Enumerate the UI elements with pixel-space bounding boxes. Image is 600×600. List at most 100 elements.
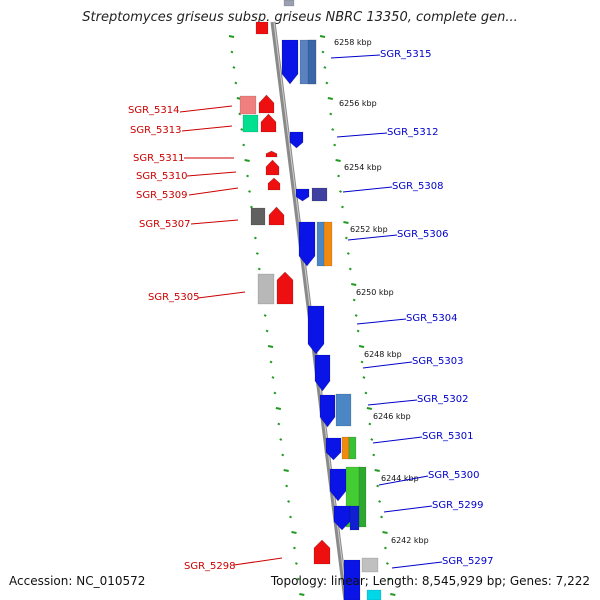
gene-feature <box>239 95 257 115</box>
ruler-tick <box>364 391 368 395</box>
leader-line <box>233 557 283 566</box>
ruler-tick <box>362 376 366 379</box>
gene-label-sgr-5298[interactable]: SGR_5298 <box>184 561 236 572</box>
ruler-tick <box>238 112 242 116</box>
gene-feature <box>265 150 278 158</box>
gene-feature <box>343 559 361 600</box>
ruler-tick <box>294 562 298 565</box>
ruler-tick <box>374 469 380 472</box>
gene-label-sgr-5308[interactable]: SGR_5308 <box>392 181 444 192</box>
ruler-tick <box>343 221 349 224</box>
gene-feature <box>333 505 351 531</box>
leader-line <box>188 187 239 196</box>
ruler-tick <box>358 345 365 348</box>
ruler-tick <box>384 546 387 550</box>
ruler-tick <box>319 35 326 38</box>
scale-label: 6248 kbp <box>364 350 402 359</box>
ruler-tick <box>327 97 334 100</box>
ruler-tick <box>279 438 283 441</box>
gene-feature <box>268 206 285 226</box>
ruler-tick <box>244 159 250 162</box>
leader-line <box>356 318 407 325</box>
ruler-tick <box>341 205 344 209</box>
leader-line <box>186 171 237 177</box>
scale-label: 6244 kbp <box>381 474 419 483</box>
gene-feature <box>289 131 304 149</box>
ruler-tick <box>299 593 305 596</box>
ruler-tick <box>360 360 364 364</box>
ruler-tick <box>335 159 341 162</box>
ruler-tick <box>255 252 259 255</box>
right-gene-labels: SGR_5315 SGR_5312 SGR_5308 SGR_5306 SGR_… <box>330 49 494 569</box>
gene-label-sgr-5309[interactable]: SGR_5309 <box>136 190 188 201</box>
gene-label-sgr-5302[interactable]: SGR_5302 <box>417 394 469 405</box>
ruler-tick <box>228 35 235 38</box>
gene-feature <box>325 437 342 461</box>
gene-feature <box>242 114 259 133</box>
ruler-tick <box>356 329 360 333</box>
ruler-tick <box>344 236 348 240</box>
gene-label-sgr-5314[interactable]: SGR_5314 <box>128 105 180 116</box>
ruler-tick <box>277 422 281 426</box>
scale-label: 6250 kbp <box>356 288 394 297</box>
leader-line <box>372 436 423 444</box>
gene-label-sgr-5304[interactable]: SGR_5304 <box>406 313 458 324</box>
gene-label-sgr-5306[interactable]: SGR_5306 <box>397 229 449 240</box>
ruler-tick <box>370 438 374 441</box>
leader-line <box>347 234 398 241</box>
ruler-tick <box>267 345 274 348</box>
scale-label: 6252 kbp <box>350 225 388 234</box>
gene-label-sgr-5311[interactable]: SGR_5311 <box>133 153 185 164</box>
gene-label-sgr-5310[interactable]: SGR_5310 <box>136 171 188 182</box>
leader-line <box>342 186 393 193</box>
ruler-tick <box>234 81 238 85</box>
gene-feature <box>311 187 328 202</box>
ruler-tick <box>352 298 356 302</box>
gene-feature <box>267 177 281 191</box>
ruler-tick <box>240 128 244 131</box>
gene-label-sgr-5300[interactable]: SGR_5300 <box>428 470 480 481</box>
ruler-tick <box>321 50 325 54</box>
leader-line <box>367 399 418 406</box>
gene-label-sgr-5299[interactable]: SGR_5299 <box>432 500 484 511</box>
gene-label-sgr-5315[interactable]: SGR_5315 <box>380 49 432 60</box>
leader-line <box>197 291 246 299</box>
ruler-tick <box>323 66 327 69</box>
gene-feature <box>257 273 275 305</box>
gene-feature <box>319 394 336 428</box>
gene-feature <box>341 436 350 460</box>
ruler-tick <box>366 407 373 410</box>
gene-label-sgr-5305[interactable]: SGR_5305 <box>148 292 200 303</box>
gene-feature <box>295 188 310 202</box>
ruler-tick <box>250 205 253 209</box>
ruler-tick <box>283 469 289 472</box>
ruler-tick <box>387 577 391 581</box>
ruler-tick <box>273 391 277 395</box>
gene-feature <box>348 436 357 460</box>
leader-line <box>336 132 388 138</box>
gene-label-sgr-5301[interactable]: SGR_5301 <box>422 431 474 442</box>
gene-label-sgr-5303[interactable]: SGR_5303 <box>412 356 464 367</box>
gene-feature <box>307 305 325 355</box>
gene-label-sgr-5297[interactable]: SGR_5297 <box>442 556 494 567</box>
ruler-tick <box>378 500 382 503</box>
gene-label-sgr-5313[interactable]: SGR_5313 <box>130 125 182 136</box>
ruler-tick <box>291 531 297 534</box>
gene-label-sgr-5312[interactable]: SGR_5312 <box>387 127 439 138</box>
ruler-tick <box>265 329 269 333</box>
ruler-tick <box>246 174 250 178</box>
scale-label: 6242 kbp <box>391 536 429 545</box>
ruler-tick <box>269 360 273 364</box>
ruler-tick <box>275 407 282 410</box>
gene-feature <box>258 94 275 114</box>
gene-feature <box>281 39 299 85</box>
ruler-tick <box>281 453 285 457</box>
gene-label-sgr-5307[interactable]: SGR_5307 <box>139 219 191 230</box>
ruler-tick <box>248 190 251 193</box>
ruler-tick <box>287 500 291 503</box>
ruler-tick <box>337 174 341 178</box>
ruler-tick <box>263 314 267 317</box>
ruler-tick <box>333 143 337 147</box>
ruler-tick <box>390 593 396 596</box>
